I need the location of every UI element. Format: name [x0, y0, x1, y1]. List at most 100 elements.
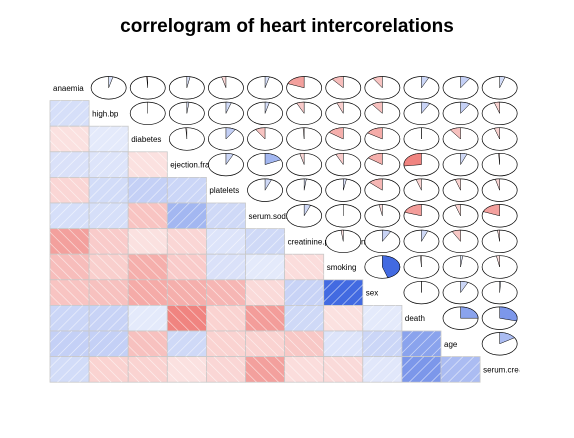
- shade-cell: [166, 304, 207, 332]
- pie-cell: [168, 76, 205, 100]
- shade-cell: [88, 279, 129, 306]
- pie-cell: [325, 204, 362, 228]
- pie-slice: [382, 229, 392, 243]
- pie-slice: [255, 127, 266, 140]
- shade-stripes: [89, 331, 129, 357]
- pie-cell: [364, 229, 401, 254]
- pie-cell: [442, 178, 479, 202]
- pie-cell: [442, 204, 479, 228]
- shade-stripes: [167, 331, 207, 357]
- shade-cell: [127, 228, 168, 255]
- pie-cell: [403, 229, 440, 254]
- shade-stripes: [128, 151, 168, 178]
- shade-stripes: [323, 356, 363, 383]
- shade-cell: [323, 356, 364, 383]
- pie-cell: [129, 101, 166, 126]
- shade-cell: [49, 100, 90, 127]
- shade-cell: [49, 304, 90, 332]
- shade-stripes: [245, 279, 285, 306]
- shade-stripes: [50, 151, 90, 178]
- shade-stripes: [284, 305, 324, 331]
- shade-stripes: [167, 177, 207, 203]
- shade-stripes: [206, 331, 246, 357]
- pie-slice: [331, 76, 344, 89]
- shade-stripes: [50, 356, 90, 383]
- shade-cell: [127, 330, 168, 358]
- shade-stripes: [89, 177, 129, 203]
- shade-stripes: [128, 203, 168, 229]
- pie-cell: [208, 127, 244, 151]
- pie-cell: [168, 101, 205, 126]
- shade-stripes: [284, 356, 324, 383]
- shade-cell: [166, 330, 207, 358]
- shade-stripes: [167, 254, 207, 280]
- shade-stripes: [284, 254, 324, 280]
- pie-cell: [481, 178, 518, 202]
- pie-slice: [415, 178, 422, 191]
- pie-slice: [303, 178, 307, 191]
- pie-slice: [302, 127, 305, 140]
- pie-slice: [367, 153, 383, 165]
- shade-stripes: [128, 228, 168, 255]
- shade-stripes: [89, 279, 129, 306]
- pie-slice: [493, 101, 500, 114]
- shade-cell: [205, 279, 246, 306]
- shade-cell: [88, 125, 129, 153]
- pie-cell: [247, 152, 283, 177]
- shade-stripes: [362, 356, 402, 383]
- pie-cell: [90, 76, 127, 100]
- pie-slice: [499, 76, 506, 88]
- diagonal-label: age: [444, 340, 458, 349]
- shade-stripes: [128, 356, 168, 383]
- pie-slice: [494, 178, 500, 191]
- shade-stripes: [167, 305, 207, 331]
- pie-slice: [299, 153, 305, 165]
- chart-title: correlogram of heart intercorelations: [120, 16, 454, 37]
- diagonal-label: serum.creatinine: [483, 365, 543, 374]
- pie-slice: [185, 127, 188, 140]
- pie-cell: [364, 255, 401, 279]
- shade-stripes: [245, 305, 285, 331]
- pie-cell: [403, 280, 440, 305]
- shade-stripes: [89, 126, 129, 152]
- pie-slice: [378, 204, 383, 216]
- shade-cell: [166, 253, 207, 281]
- shade-cell: [49, 202, 90, 230]
- pie-cell: [208, 152, 244, 177]
- shade-stripes: [167, 203, 207, 229]
- pie-slice: [460, 153, 468, 166]
- pie-slice: [460, 76, 471, 89]
- pie-slice: [499, 306, 518, 322]
- shade-cell: [88, 228, 129, 255]
- pie-cell: [481, 306, 518, 330]
- shade-stripes: [167, 279, 207, 306]
- shade-stripes: [50, 228, 90, 255]
- pie-slice: [482, 204, 500, 217]
- pie-cell: [403, 152, 440, 177]
- pie-cell: [325, 229, 362, 254]
- shade-cell: [88, 356, 129, 383]
- shade-cell: [88, 253, 129, 281]
- shade-cell: [49, 330, 90, 358]
- pie-cell: [364, 204, 401, 228]
- shade-cell: [284, 253, 325, 281]
- pie-cell: [325, 178, 362, 202]
- shade-stripes: [89, 203, 129, 229]
- pie-cell: [286, 76, 323, 100]
- pie-slice: [186, 76, 191, 88]
- pie-cell: [442, 76, 479, 100]
- pie-slice: [498, 153, 500, 165]
- shade-stripes: [323, 331, 363, 357]
- shade-stripes: [323, 279, 363, 306]
- pie-slice: [303, 204, 312, 217]
- shade-cell: [284, 356, 325, 383]
- pie-cell: [442, 306, 479, 330]
- pie-cell: [442, 152, 479, 177]
- shade-cell: [88, 202, 129, 230]
- pie-slice: [264, 153, 282, 165]
- pie-slice: [264, 101, 270, 114]
- shade-stripes: [206, 254, 246, 280]
- shade-stripes: [284, 279, 324, 306]
- pie-slice: [328, 127, 344, 140]
